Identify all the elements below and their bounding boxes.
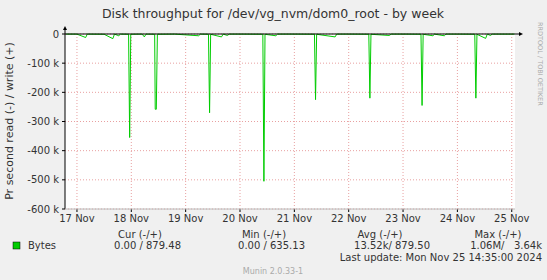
legend-label: Bytes (28, 240, 56, 251)
stats-value: 1.06M/ 3.64k (470, 240, 542, 251)
y-tick-label: -200 k (27, 87, 59, 98)
plot-area (65, 34, 515, 209)
y-grid-line (65, 121, 515, 122)
stats-value: 13.52k/ 879.50 (354, 240, 430, 251)
stats-value: 0.00 / 635.13 (238, 240, 305, 251)
x-tick-label: 21 Nov (277, 213, 313, 224)
x-tick-label: 24 Nov (440, 213, 476, 224)
y-tick-label: -100 k (27, 58, 59, 69)
x-grid-line (240, 34, 241, 209)
chart-root: Disk throughput for /dev/vg_nvm/dom0_roo… (0, 0, 547, 280)
y-grid-line (65, 179, 515, 180)
y-grid-line (65, 209, 515, 210)
y-axis-line (65, 28, 66, 209)
x-grid-line (76, 34, 77, 209)
x-grid-line (457, 34, 458, 209)
y-axis-arrow (63, 26, 67, 30)
chart-svg: Disk throughput for /dev/vg_nvm/dom0_roo… (0, 0, 547, 280)
x-tick-label: 25 Nov (494, 213, 530, 224)
y-tick-label: -600 k (27, 204, 59, 215)
stats-header: Min (-/+) (242, 229, 286, 240)
y-axis-label: Pr second read (-) / write (+) (3, 42, 16, 200)
y-tick-label: -400 k (27, 145, 59, 156)
stats-header: Cur (-/+) (118, 229, 162, 240)
legend-swatch (13, 242, 20, 249)
x-tick-label: 19 Nov (168, 213, 204, 224)
x-grid-line (185, 34, 186, 209)
y-tick-label: 0 (53, 29, 59, 40)
stats-header: Max (-/+) (474, 229, 521, 240)
background (0, 0, 547, 280)
last-update: Last update: Mon Nov 25 14:35:00 2024 (340, 252, 542, 263)
y-grid-line (65, 150, 515, 151)
footer: Munin 2.0.33-1 (243, 267, 303, 276)
x-tick-label: 23 Nov (385, 213, 421, 224)
x-tick-label: 22 Nov (331, 213, 367, 224)
y-grid-line (65, 92, 515, 93)
x-grid-line (511, 34, 512, 209)
stats-value: 0.00 / 879.48 (114, 240, 181, 251)
series-group (66, 34, 514, 181)
x-grid-line (403, 34, 404, 209)
zero-axis-line (65, 33, 519, 34)
x-tick-label: 17 Nov (59, 213, 95, 224)
watermark: RRDTOOL / TOBI OETIKER (536, 22, 544, 106)
title: Disk throughput for /dev/vg_nvm/dom0_roo… (102, 6, 445, 21)
x-axis-arrow (519, 32, 523, 36)
y-tick-label: -300 k (27, 116, 59, 127)
stats-header: Avg (-/+) (358, 229, 403, 240)
y-tick-label: -500 k (27, 174, 59, 185)
y-grid-line (65, 63, 515, 64)
x-axis-line (65, 209, 515, 210)
x-grid-line (348, 34, 349, 209)
x-tick-label: 18 Nov (114, 213, 150, 224)
series-line (66, 34, 514, 181)
x-tick-label: 20 Nov (222, 213, 258, 224)
x-grid-line (294, 34, 295, 209)
